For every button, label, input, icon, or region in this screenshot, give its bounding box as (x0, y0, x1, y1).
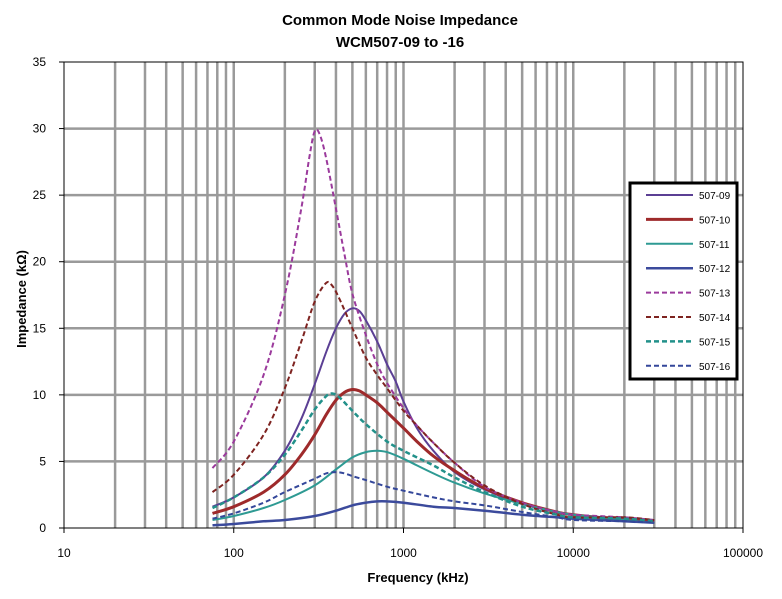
series-line-507-09 (212, 307, 655, 521)
legend-label-507-11: 507-11 (699, 240, 730, 251)
y-axis-label: Impedance (kΩ) (14, 250, 29, 348)
x-axis-label: Frequency (kHz) (367, 570, 468, 585)
chart-subtitle: WCM507-09 to -16 (336, 34, 464, 51)
legend: 507-09 507-10 507-11 507-12 507-13 507-14 507-… (628, 181, 739, 381)
chart-title: Common Mode Noise Impedance (282, 12, 518, 29)
y-tick-label: 0 (39, 521, 46, 535)
legend-label-507-13: 507-13 (699, 289, 731, 300)
legend-box (628, 181, 739, 381)
y-tick-label: 30 (33, 122, 47, 136)
x-tick-label: 10 (57, 546, 71, 560)
y-axis-ticks: 0 5 10 15 20 25 30 35 (33, 55, 64, 535)
x-tick-label: 10000 (557, 546, 591, 560)
series-line-507-12 (212, 499, 655, 527)
y-tick-label: 20 (33, 255, 47, 269)
legend-label-507-10: 507-10 (699, 215, 731, 226)
series-line-507-16 (212, 471, 655, 524)
x-tick-label: 1000 (390, 546, 417, 560)
x-axis-ticks: 10 100 1000 10000 100000 (57, 528, 763, 560)
legend-label-507-09: 507-09 (699, 191, 731, 202)
legend-label-507-16: 507-16 (699, 362, 731, 373)
legend-label-507-12: 507-12 (699, 264, 731, 275)
series-lines (211, 128, 655, 527)
legend-label-507-14: 507-14 (699, 313, 731, 324)
series-line-507-14 (211, 280, 655, 521)
y-tick-label: 35 (33, 55, 47, 69)
x-tick-label: 100 (224, 546, 244, 560)
legend-label-507-15: 507-15 (699, 337, 731, 348)
y-tick-label: 5 (39, 454, 46, 468)
y-tick-label: 15 (33, 321, 47, 335)
y-tick-label: 10 (33, 388, 47, 402)
y-tick-label: 25 (33, 188, 47, 202)
series-line-507-13 (211, 128, 655, 521)
x-tick-label: 100000 (723, 546, 763, 560)
series-line-507-15 (211, 392, 655, 523)
